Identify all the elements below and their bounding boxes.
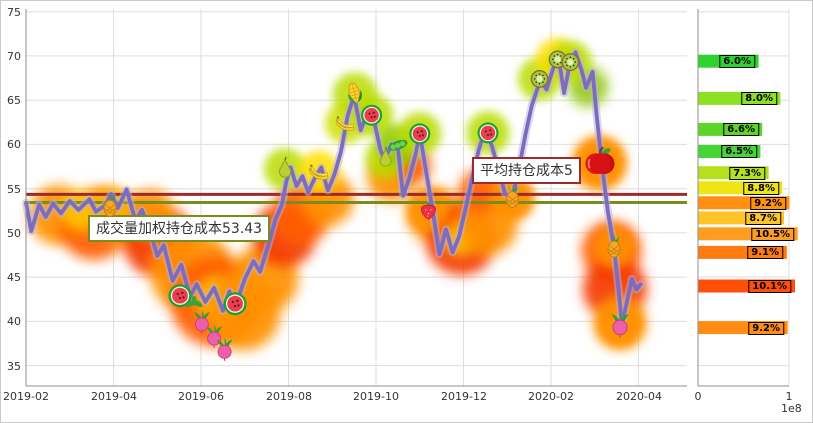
- bar-value-label: 8.8%: [743, 182, 779, 195]
- x-axis-tick-label: 2019-06: [178, 390, 224, 403]
- bar-value-label: 8.0%: [741, 92, 777, 105]
- x-axis-tick-label: 2019-08: [266, 390, 312, 403]
- y-axis-tick-label: 60: [7, 138, 21, 151]
- vwap-cost-annotation: 成交量加权持仓成本53.43: [88, 215, 271, 242]
- axis-scale-label: 1e8: [781, 402, 802, 415]
- vwap-cost-text: 成交量加权持仓成本53.43: [96, 221, 263, 237]
- x-axis-tick-label: 2020-04: [616, 390, 662, 403]
- y-axis-tick-label: 40: [7, 315, 21, 328]
- x-axis-tick-label: 2019-12: [441, 390, 487, 403]
- y-axis-tick-label: 50: [7, 227, 21, 240]
- bar-value-label: 6.5%: [721, 145, 757, 158]
- bar-value-label: 6.0%: [719, 55, 755, 68]
- y-axis-tick-label: 45: [7, 271, 21, 284]
- x-axis-tick-label: 2020-02: [528, 390, 574, 403]
- avg-cost-text: 平均持仓成本5: [480, 163, 573, 179]
- y-axis-tick-label: 55: [7, 183, 21, 196]
- axes: [25, 9, 789, 387]
- bar-value-label: 6.6%: [723, 123, 759, 136]
- bar-value-label: 9.2%: [750, 197, 786, 210]
- x-axis-tick-label: 2019-04: [91, 390, 137, 403]
- y-axis-tick-label: 70: [7, 50, 21, 63]
- bar-value-label: 7.3%: [729, 167, 765, 180]
- bar-value-label: 9.1%: [747, 246, 783, 259]
- y-axis-tick-label: 35: [7, 360, 21, 373]
- y-axis-tick-label: 75: [7, 6, 21, 19]
- bar-value-label: 9.2%: [748, 322, 784, 335]
- x-axis-tick-label: 2019-02: [3, 390, 49, 403]
- bar-value-label: 10.5%: [751, 228, 794, 241]
- bar-value-label: 10.1%: [748, 280, 791, 293]
- x-axis-tick-label: 2019-10: [353, 390, 399, 403]
- y-axis-tick-label: 65: [7, 94, 21, 107]
- volume-axis-tick-label: 1: [785, 390, 793, 403]
- bar-value-label: 8.7%: [745, 212, 781, 225]
- avg-cost-annotation: 平均持仓成本5: [472, 157, 581, 184]
- volume-axis-tick-label: 0: [694, 390, 702, 403]
